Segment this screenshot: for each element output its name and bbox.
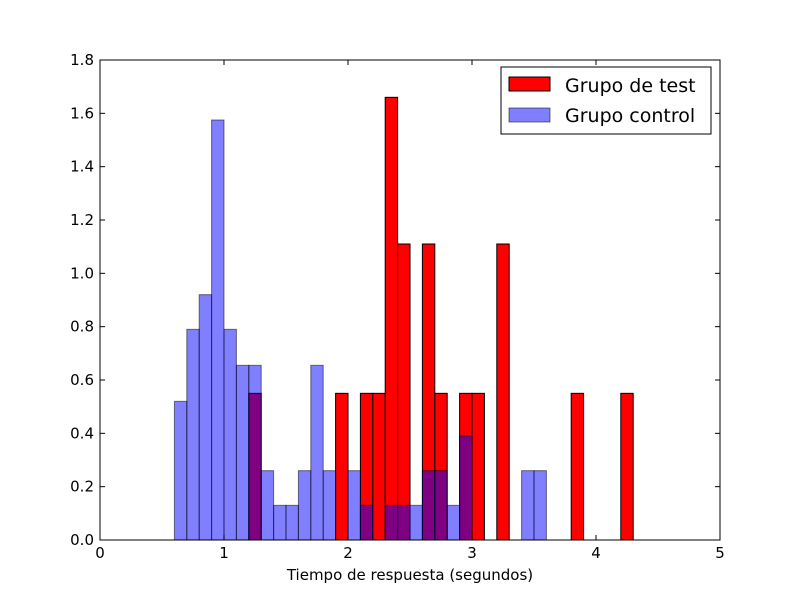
bar-test-11: [570, 392, 585, 541]
y-tick-label-7: 1.4: [70, 158, 94, 176]
legend-swatch-test: [508, 76, 551, 92]
y-tick-label-6: 1.2: [70, 211, 94, 229]
bar-control-20: [446, 504, 461, 541]
bar-control-13: [347, 470, 361, 541]
legend-swatch-control: [508, 107, 551, 123]
bar-control-7: [260, 470, 275, 541]
y-tick-label-5: 1.0: [70, 264, 94, 282]
bar-control-16: [397, 504, 411, 541]
bar-test-1: [335, 392, 349, 541]
y-tick-label-2: 0.4: [70, 424, 94, 442]
bar-control-2: [198, 294, 213, 541]
y-tick-label-0: 0.0: [70, 531, 94, 549]
x-tick-label-4: 4: [591, 544, 601, 562]
x-axis-label: Tiempo de respuesta (segundos): [286, 566, 533, 584]
bar-control-21: [459, 435, 473, 541]
plot-frame: [99, 59, 721, 541]
bar-control-15: [384, 504, 399, 541]
bar-control-0: [173, 400, 188, 541]
bar-control-12: [322, 470, 337, 541]
x-tick-label-2: 2: [343, 544, 353, 562]
bar-control-18: [421, 470, 436, 541]
bar-control-5: [235, 364, 250, 541]
legend-label-control: Grupo control: [565, 105, 695, 127]
bar-control-19: [434, 470, 448, 541]
bar-test-12: [620, 392, 634, 541]
tick-labels-layer: 0 1 2 3 4 5 0.0 0.2 0.4 0.6 0.8 1.0 1.2 1.4 1.6 1.8: [70, 51, 725, 562]
x-tick-label-0: 0: [95, 544, 105, 562]
x-tick-label-1: 1: [219, 544, 229, 562]
bar-control-6: [248, 364, 262, 541]
bar-control-4: [223, 328, 237, 541]
legend-label-test: Grupo de test: [565, 75, 696, 97]
bar-control-14: [359, 504, 374, 541]
y-tick-label-9: 1.8: [70, 51, 94, 69]
bar-test-4: [384, 96, 399, 541]
x-tick-label-3: 3: [467, 544, 477, 562]
bar-control-8: [273, 504, 287, 541]
y-tick-label-3: 0.6: [70, 371, 94, 389]
bar-test-5: [397, 243, 411, 541]
y-tick-label-1: 0.2: [70, 478, 94, 496]
bar-test-9: [471, 392, 485, 541]
x-tick-label-5: 5: [715, 544, 725, 562]
y-tick-label-4: 0.8: [70, 318, 94, 336]
bar-control-11: [310, 364, 324, 541]
bar-control-1: [186, 328, 200, 541]
bar-test-3: [372, 392, 386, 541]
bar-test-10: [496, 243, 510, 541]
bar-control-3: [211, 119, 225, 541]
bar-control-22: [521, 470, 535, 541]
bar-control-23: [533, 470, 547, 541]
y-tick-label-8: 1.6: [70, 104, 94, 122]
bar-control-10: [297, 470, 312, 541]
bar-control-17: [409, 504, 423, 541]
legend: Grupo de test Grupo control: [500, 66, 712, 135]
bar-control-9: [285, 504, 299, 541]
